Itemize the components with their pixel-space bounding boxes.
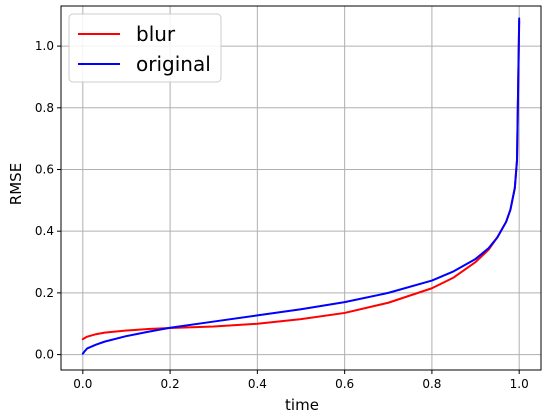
y-tick-label: 0.8 bbox=[35, 101, 54, 115]
x-tick-label: 0.0 bbox=[73, 377, 92, 391]
x-tick-label: 0.8 bbox=[422, 377, 441, 391]
series-line-original bbox=[81, 17, 521, 355]
legend: blur original bbox=[68, 13, 222, 83]
x-axis-label: time bbox=[285, 396, 319, 414]
x-tick-label: 0.6 bbox=[335, 377, 354, 391]
y-tick-label: 1.0 bbox=[35, 39, 54, 53]
series-lines bbox=[81, 17, 521, 355]
plot-frame bbox=[60, 5, 542, 371]
legend-label-blur: blur bbox=[136, 22, 176, 46]
y-tick-label: 0.2 bbox=[35, 286, 54, 300]
x-tick-label: 0.2 bbox=[161, 377, 180, 391]
x-tick-label: 0.4 bbox=[248, 377, 267, 391]
y-tick-label: 0.6 bbox=[35, 162, 54, 176]
y-axis-ticks: 0.0 0.2 0.4 0.6 0.8 1.0 bbox=[35, 39, 61, 362]
x-axis-ticks: 0.0 0.2 0.4 0.6 0.8 1.0 bbox=[73, 370, 529, 391]
y-tick-label: 0.0 bbox=[35, 348, 54, 362]
y-tick-label: 0.4 bbox=[35, 224, 54, 238]
grid bbox=[61, 6, 541, 370]
x-tick-label: 1.0 bbox=[510, 377, 529, 391]
legend-label-original: original bbox=[136, 52, 211, 76]
y-axis-label: RMSE bbox=[7, 163, 25, 205]
